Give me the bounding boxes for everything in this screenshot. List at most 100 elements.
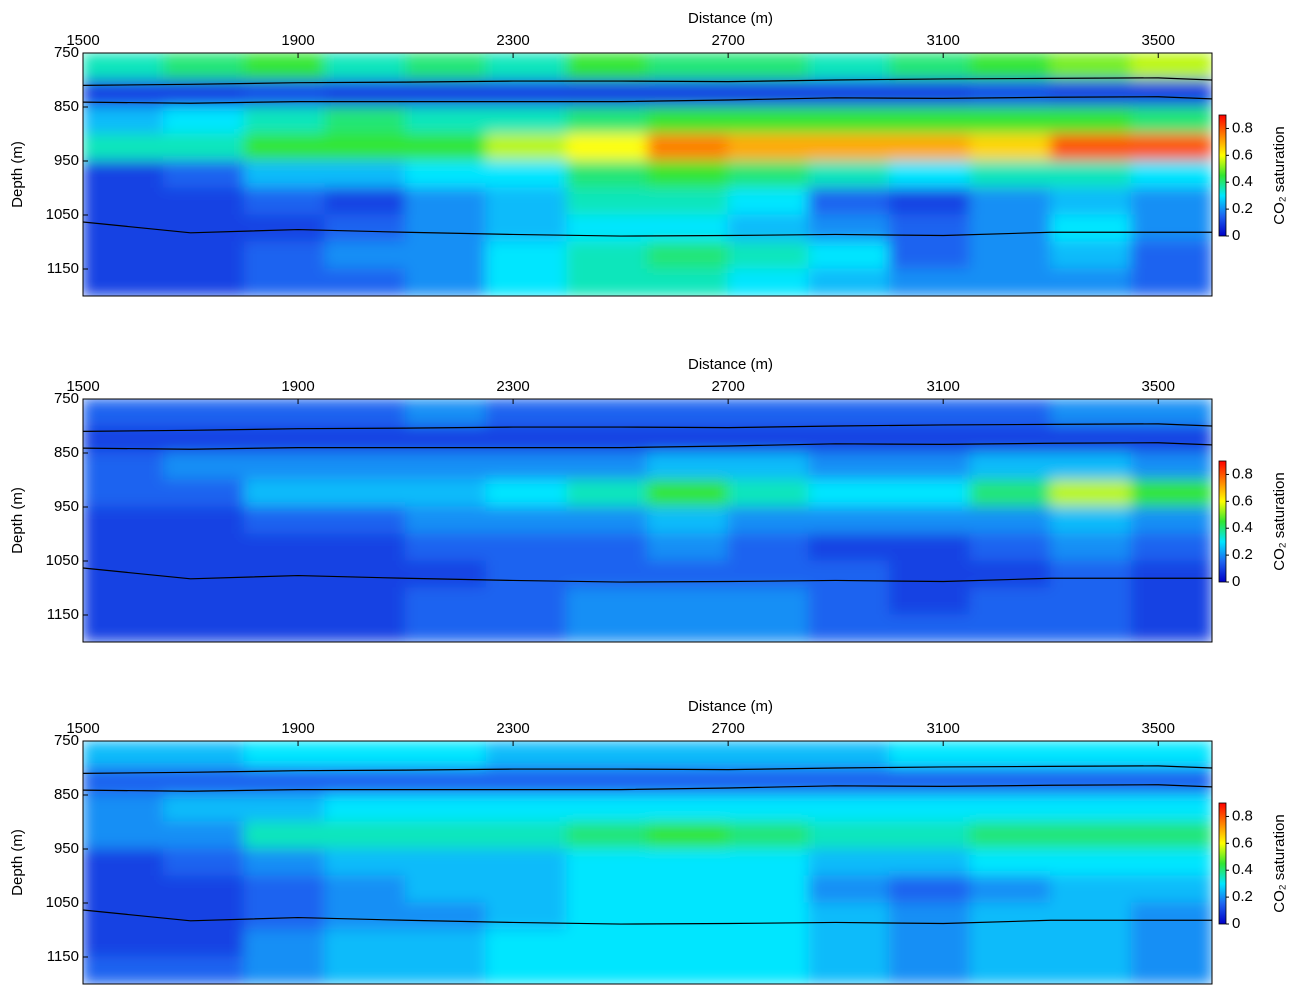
colorbar-tick-label: 0.2 [1232, 546, 1253, 563]
heatmap-cell [566, 903, 648, 931]
y-tick-label: 1050 [46, 894, 79, 911]
heatmap-cell [83, 399, 165, 427]
heatmap-cell [486, 561, 568, 589]
heatmap-cell [728, 453, 810, 481]
heatmap-cell [405, 957, 487, 985]
heatmap-cell [83, 242, 165, 270]
heatmap-cell [405, 903, 487, 931]
heatmap-cell [486, 426, 568, 454]
heatmap-cell [244, 822, 326, 850]
heatmap-cell [647, 957, 729, 985]
heatmap-cell [647, 561, 729, 589]
heatmap-cell [405, 615, 487, 643]
heatmap-cell [324, 561, 406, 589]
colorbar-label: CO₂ saturation [1271, 472, 1288, 570]
heatmap-cell [889, 269, 971, 297]
colorbar-label: CO₂ saturation [1271, 126, 1288, 224]
heatmap-cell [405, 876, 487, 904]
heatmap-cell [405, 741, 487, 769]
heatmap-cell [566, 741, 648, 769]
heatmap-cell [566, 242, 648, 270]
heatmap-cell [486, 399, 568, 427]
heatmap-cell [566, 849, 648, 877]
heatmap-cell [1131, 957, 1213, 985]
x-tick-label: 2300 [496, 378, 529, 395]
heatmap-cells [83, 399, 1213, 643]
heatmap-cell [728, 561, 810, 589]
heatmap-cell [566, 930, 648, 958]
heatmap-cell [808, 795, 890, 823]
heatmap-cell [728, 588, 810, 616]
colorbar-label: CO₂ saturation [1271, 814, 1288, 912]
heatmap-cell [1131, 107, 1213, 135]
heatmap-cell [728, 822, 810, 850]
heatmap-cell [324, 957, 406, 985]
heatmap-cell [970, 269, 1052, 297]
heatmap-cell [970, 134, 1052, 162]
heatmap-cell [808, 215, 890, 243]
heatmap-cell [486, 795, 568, 823]
heatmap-cell [1050, 957, 1132, 985]
x-tick-label: 2300 [496, 32, 529, 49]
heatmap-cell [566, 215, 648, 243]
heatmap-cell [244, 741, 326, 769]
colorbar-tick-label: 0.2 [1232, 888, 1253, 905]
heatmap-cell [244, 849, 326, 877]
y-axis-label: Depth (m) [9, 829, 26, 896]
y-tick-label: 750 [54, 44, 79, 61]
colorbar-tick-label: 0 [1232, 915, 1240, 932]
heatmap-cell [647, 615, 729, 643]
heatmap-cell [405, 768, 487, 796]
x-tick-label: 2300 [496, 720, 529, 737]
heatmap-cell [647, 107, 729, 135]
heatmap-cell [970, 903, 1052, 931]
heatmap-cell [163, 615, 245, 643]
heatmap-cell [486, 161, 568, 189]
colorbar-tick-label: 0.4 [1232, 173, 1253, 190]
heatmap-cell [83, 822, 165, 850]
heatmap-cell [1131, 188, 1213, 216]
heatmap-cell [566, 822, 648, 850]
heatmap-cell [566, 53, 648, 81]
heatmap-cell [163, 269, 245, 297]
heatmap-cell [647, 399, 729, 427]
heatmap [83, 399, 1213, 643]
heatmap-cell [486, 903, 568, 931]
heatmap-cell [405, 588, 487, 616]
heatmap-cell [163, 161, 245, 189]
heatmap-cell [889, 822, 971, 850]
heatmap-cell [405, 215, 487, 243]
heatmap-cell [324, 795, 406, 823]
heatmap-cell [324, 849, 406, 877]
heatmap-cells [83, 53, 1213, 297]
heatmap-cell [244, 957, 326, 985]
heatmap-cell [486, 53, 568, 81]
heatmap-cell [889, 215, 971, 243]
heatmap-cell [1050, 615, 1132, 643]
heatmap-cell [1050, 768, 1132, 796]
heatmap-cell [566, 507, 648, 535]
heatmap-cell [163, 480, 245, 508]
heatmap-cell [970, 822, 1052, 850]
y-tick-label: 950 [54, 840, 79, 857]
heatmap-cell [324, 930, 406, 958]
heatmap-cell [244, 876, 326, 904]
heatmap-cell [486, 876, 568, 904]
heatmap-cell [163, 215, 245, 243]
heatmap-cell [244, 615, 326, 643]
heatmap-cell [1131, 534, 1213, 562]
heatmap-cell [324, 741, 406, 769]
heatmap-cell [728, 399, 810, 427]
heatmap-cell [1050, 188, 1132, 216]
heatmap-cell [647, 903, 729, 931]
heatmap-cell [808, 822, 890, 850]
heatmap-cell [1050, 269, 1132, 297]
heatmap-cell [889, 903, 971, 931]
heatmap-cell [970, 399, 1052, 427]
heatmap-cell [486, 242, 568, 270]
heatmap-cell [163, 188, 245, 216]
heatmap-cell [566, 876, 648, 904]
heatmap-cell [244, 188, 326, 216]
